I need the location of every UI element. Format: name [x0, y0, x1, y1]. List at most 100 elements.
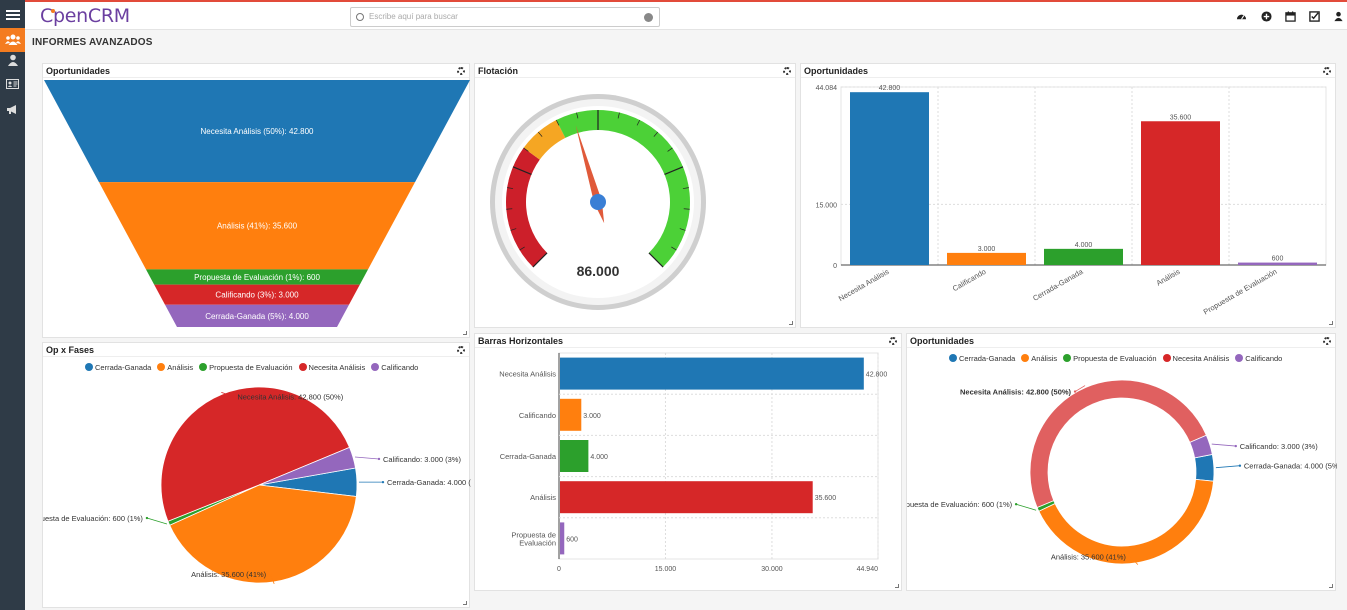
- sidebar: [0, 0, 25, 610]
- legend-label: Análisis: [1031, 354, 1058, 363]
- gauge-tick: [679, 228, 686, 231]
- bar-value-label: 35.600: [1170, 114, 1192, 121]
- vertical-bar-chart: 44.084 15.000 0 42.800 Necesita Análisis 3.00…: [816, 85, 1327, 316]
- bar-value-label: 4.000: [1075, 242, 1093, 249]
- bar: [560, 440, 589, 472]
- bar: [850, 92, 929, 265]
- gauge-tick: [555, 119, 560, 126]
- legend-item[interactable]: Análisis: [1021, 354, 1057, 363]
- resize-handle[interactable]: [895, 584, 899, 588]
- checkbox-icon[interactable]: [1309, 11, 1320, 22]
- panel-title: Oportunidades: [804, 66, 869, 76]
- pie-leader-line: [1074, 385, 1086, 392]
- legend-item[interactable]: Necesita Análisis: [298, 363, 366, 372]
- gauge-tick: [507, 187, 514, 189]
- legend-dot: [371, 363, 380, 371]
- legend-label: Calificando: [381, 363, 419, 372]
- bar-value-label: 600: [1272, 256, 1284, 263]
- divider: [43, 356, 469, 357]
- pie-slice: [1189, 434, 1213, 459]
- gauge-panel: Flotación 86.000: [474, 63, 796, 328]
- donut-panel: Oportunidades Cerrada-Ganada Análisis Prop…: [906, 333, 1337, 591]
- funnel-label: Calificando (3%): 3.000: [215, 291, 299, 300]
- plus-circle-icon[interactable]: [1261, 11, 1272, 22]
- divider: [475, 77, 795, 78]
- chevron-down-icon[interactable]: [644, 13, 653, 22]
- bar: [560, 522, 565, 555]
- page-title: INFORMES AVANZADOS: [32, 37, 153, 48]
- pie-panel: Op x Fases Cerrada-Ganada Análisis Propues…: [42, 342, 471, 608]
- pie-slice-label: Cerrada-Ganada: 4.000 (5%): [387, 478, 471, 487]
- search-input[interactable]: Escribe aquí para buscar: [350, 7, 660, 27]
- bar-value-label: 42.800: [866, 372, 888, 379]
- pie-slice: [1194, 453, 1215, 482]
- legend-item[interactable]: Análisis: [157, 363, 193, 372]
- gear-icon[interactable]: [783, 67, 791, 75]
- gauge-tick: [664, 166, 684, 176]
- pie-slice-label: Análisis: 35.600 (41%): [1051, 553, 1127, 562]
- bar: [1044, 248, 1123, 265]
- horizontal-bar-chart: 0 15.000 30.000 44.940 42.800 Necesita Anális…: [499, 352, 888, 573]
- legend-item[interactable]: Cerrada-Ganada: [85, 363, 151, 372]
- users-icon[interactable]: [0, 28, 25, 52]
- bar: [1141, 121, 1220, 265]
- contact-card-icon[interactable]: [0, 72, 25, 96]
- legend-label: Necesita Análisis: [308, 363, 366, 372]
- gear-icon[interactable]: [457, 346, 465, 354]
- app-logo[interactable]: CpenCRM: [40, 5, 130, 27]
- legend-item[interactable]: Propuesta de Evaluación: [1063, 354, 1157, 363]
- legend-dot: [298, 363, 307, 371]
- funnel-segment: [145, 269, 369, 285]
- megaphone-icon[interactable]: [0, 97, 25, 121]
- hamburger-icon[interactable]: [0, 2, 25, 28]
- pie-slice-label: Cerrada-Ganada: 4.000 (5%): [1244, 462, 1337, 471]
- resize-handle[interactable]: [1329, 584, 1333, 588]
- legend-label: Cerrada-Ganada: [95, 363, 152, 372]
- funnel-label: Cerrada-Ganada (5%): 4.000: [205, 312, 309, 321]
- resize-handle[interactable]: [463, 331, 467, 335]
- user-icon[interactable]: [0, 48, 25, 72]
- x-tick-label: Necesita Análisis: [837, 267, 891, 303]
- funnel-segment: [154, 284, 360, 305]
- legend-item[interactable]: Propuesta de Evaluación: [199, 363, 293, 372]
- pie-leader-dot: [1014, 502, 1018, 506]
- bar: [947, 252, 1026, 265]
- panel-title: Oportunidades: [46, 66, 111, 76]
- resize-handle[interactable]: [789, 321, 793, 325]
- bars-panel: Oportunidades 44.084 15.000 0 42.800 Necesit…: [800, 63, 1336, 328]
- pie-slice: [258, 446, 356, 486]
- dashboard-icon[interactable]: [1236, 11, 1247, 22]
- legend-item[interactable]: Calificando: [371, 363, 418, 372]
- x-tick-label: Calificando: [951, 267, 988, 293]
- divider: [907, 347, 1335, 348]
- legend-item[interactable]: Cerrada-Ganada: [949, 354, 1015, 363]
- legend-item[interactable]: Necesita Análisis: [1162, 354, 1229, 363]
- gauge-tick: [636, 119, 641, 126]
- gear-icon[interactable]: [457, 67, 465, 75]
- x-tick-label: 30.000: [761, 566, 783, 573]
- pie-slice-label: Propuesta de Evaluación: 600 (1%): [43, 514, 143, 523]
- calendar-icon[interactable]: [1285, 11, 1296, 22]
- gauge-tick: [667, 147, 673, 152]
- y-tick-label: Necesita Análisis: [499, 370, 556, 379]
- logo-dot: [51, 9, 55, 13]
- resize-handle[interactable]: [463, 601, 467, 605]
- gauge-tick: [519, 246, 525, 251]
- gauge-band: [523, 120, 566, 160]
- pie-slice: [1029, 379, 1207, 509]
- pie-leader-dot: [1238, 464, 1242, 467]
- legend-item[interactable]: Calificando: [1235, 354, 1282, 363]
- user-menu-icon[interactable]: [1333, 11, 1344, 22]
- gear-icon[interactable]: [1323, 337, 1331, 345]
- resize-handle[interactable]: [1329, 321, 1333, 325]
- pie-leader-line: [354, 456, 380, 460]
- legend-label: Análisis: [167, 363, 194, 372]
- gauge-tick: [682, 187, 689, 189]
- pie-leader-line: [146, 517, 168, 525]
- y-tick-label: 0: [833, 263, 837, 270]
- gauge-tick: [576, 112, 579, 119]
- gear-icon[interactable]: [889, 337, 897, 345]
- gauge-value: 86.000: [577, 263, 620, 279]
- y-tick-label: 44.084: [816, 85, 838, 92]
- gear-icon[interactable]: [1323, 67, 1331, 75]
